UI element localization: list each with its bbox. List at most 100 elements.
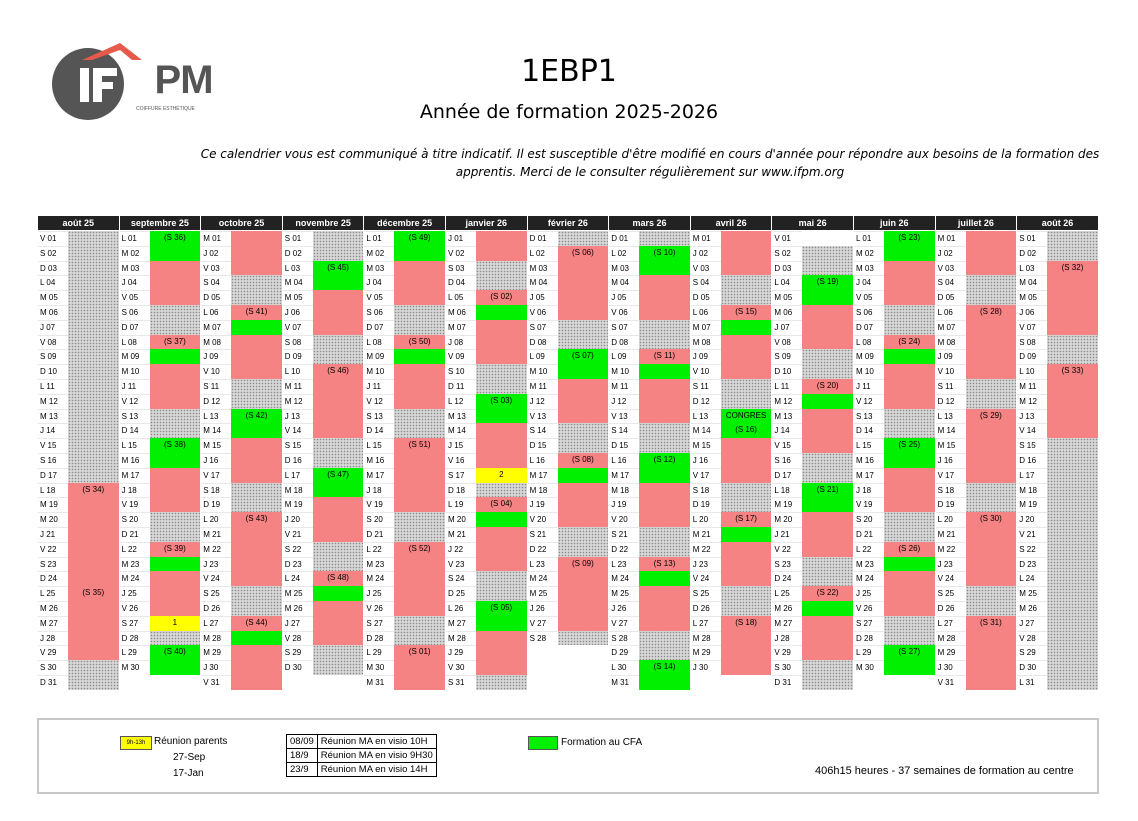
- day-label: J 11: [854, 379, 884, 393]
- day-label: L 13: [201, 408, 232, 423]
- weekend-cell: [965, 379, 1017, 409]
- entreprise-cell: [312, 290, 364, 335]
- formation-cell: (S 25): [884, 438, 935, 468]
- day-label: M 10: [119, 364, 150, 378]
- legend-summary: 406h15 heures - 37 semaines de formation…: [815, 765, 1074, 777]
- day-label: J 29: [446, 645, 476, 659]
- day-label: M 27: [38, 615, 68, 630]
- day-label: D 09: [1017, 349, 1048, 363]
- day-label: L 22: [119, 541, 150, 556]
- day-label: M 25: [527, 586, 558, 600]
- day-label: M 16: [364, 453, 395, 467]
- day-label: M 15: [935, 438, 966, 452]
- day-label: S 08: [1017, 334, 1048, 349]
- day-label: S 06: [119, 305, 150, 319]
- day-label: S 08: [282, 334, 313, 349]
- day-label: J 18: [119, 482, 150, 497]
- entreprise-cell: (S 31): [965, 615, 1017, 690]
- day-label: M 28: [201, 630, 232, 645]
- day-label: J 16: [201, 453, 232, 467]
- day-label: M 20: [38, 512, 68, 526]
- entreprise-cell: (S 50): [394, 334, 445, 350]
- weekend-cell: [884, 615, 935, 646]
- day-label: S 22: [282, 541, 313, 556]
- entreprise-cell: [884, 364, 935, 409]
- day-label: S 25: [201, 586, 232, 600]
- day-label: S 30: [772, 660, 803, 674]
- weekend-cell: [720, 482, 772, 513]
- entreprise-cell: [884, 260, 935, 305]
- weekend-cell: [720, 275, 772, 305]
- weekend-cell: [639, 423, 690, 453]
- entreprise-cell: [802, 615, 853, 661]
- day-label: S 09: [38, 349, 68, 363]
- day-label: S 11: [690, 379, 721, 393]
- day-label: S 30: [38, 660, 68, 674]
- day-label: L 27: [935, 615, 966, 630]
- day-label: L 29: [854, 645, 884, 659]
- entreprise-cell: (S 32): [1047, 260, 1098, 335]
- day-label: S 11: [935, 379, 966, 393]
- entreprise-cell: [557, 482, 609, 527]
- day-label: D 24: [772, 571, 803, 585]
- month-header: mars 26: [609, 216, 690, 230]
- day-label: V 23: [446, 556, 476, 571]
- day-label: V 24: [201, 571, 232, 585]
- day-label: J 26: [527, 601, 558, 615]
- day-label: M 31: [364, 675, 395, 689]
- entreprise-cell: (S 09): [557, 556, 609, 631]
- day-label: M 12: [38, 393, 68, 408]
- formation-cell: (S 14): [639, 660, 690, 690]
- day-label: V 08: [772, 334, 803, 349]
- day-label: L 20: [935, 512, 966, 526]
- day-label: J 12: [609, 393, 640, 408]
- holiday-cell: [720, 675, 772, 690]
- formation-cell: [231, 319, 282, 335]
- day-label: M 24: [119, 571, 150, 585]
- formation-cell: [802, 601, 853, 616]
- day-label: L 15: [119, 438, 150, 452]
- entreprise-cell: (S 24): [884, 334, 935, 350]
- day-label: V 05: [364, 290, 395, 304]
- day-label: V 17: [690, 467, 721, 482]
- day-label: V 08: [38, 334, 68, 349]
- day-label: V 09: [446, 349, 476, 363]
- day-label: L 29: [119, 645, 150, 659]
- day-label: S 13: [364, 408, 395, 423]
- day-label: S 06: [364, 305, 395, 319]
- formation-cell: (S 49): [394, 231, 445, 261]
- day-label: M 12: [772, 393, 803, 408]
- day-label: D 03: [38, 260, 68, 275]
- day-label: S 27: [119, 615, 150, 630]
- day-label: M 24: [527, 571, 558, 585]
- entreprise-cell: (S 17): [720, 512, 772, 527]
- day-label: D 12: [690, 393, 721, 408]
- entreprise-cell: (S 22): [802, 586, 853, 601]
- formation-cell: [884, 556, 935, 572]
- weekend-cell: [557, 630, 609, 646]
- day-label: D 21: [854, 527, 884, 541]
- day-label: L 04: [38, 275, 68, 289]
- day-label: M 02: [119, 245, 150, 260]
- day-label: M 06: [38, 305, 68, 319]
- day-label: S 06: [854, 305, 884, 319]
- formation-cell: (S 07): [557, 349, 609, 379]
- formation-cell: [476, 512, 527, 527]
- entreprise-cell: [231, 645, 282, 690]
- meeting-date: 23/9: [286, 762, 318, 777]
- day-label: J 27: [1017, 615, 1048, 630]
- reunion-cell: 1: [149, 615, 201, 631]
- day-label: J 13: [282, 408, 313, 423]
- day-label: S 13: [854, 408, 884, 423]
- day-label: V 05: [119, 290, 150, 304]
- month-header: août 26: [1017, 216, 1098, 230]
- day-label: M 21: [201, 527, 232, 541]
- day-label: D 29: [609, 645, 640, 659]
- day-label: S 04: [690, 275, 721, 289]
- entreprise-cell: (S 52): [394, 541, 445, 616]
- day-label: J 25: [854, 586, 884, 600]
- weekend-cell: [965, 275, 1017, 305]
- weekend-cell: [394, 408, 445, 439]
- day-label: D 09: [282, 349, 313, 363]
- entreprise-cell: [476, 423, 527, 468]
